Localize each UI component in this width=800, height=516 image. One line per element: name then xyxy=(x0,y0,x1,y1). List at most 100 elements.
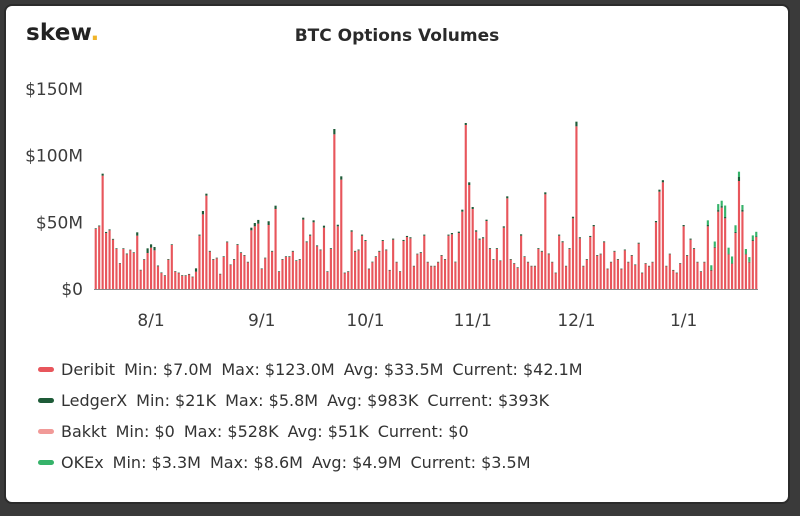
bar-deribit xyxy=(143,259,146,289)
bar-ledgerx xyxy=(347,271,350,272)
bar-deribit xyxy=(613,251,616,289)
bar-deribit xyxy=(309,235,312,289)
bar-deribit xyxy=(461,211,464,289)
bar-deribit xyxy=(184,275,187,289)
bar-deribit xyxy=(229,265,232,289)
bar-deribit xyxy=(277,271,281,289)
bar-ledgerx xyxy=(672,269,675,271)
bar-deribit xyxy=(471,209,474,289)
bar-ledgerx xyxy=(516,267,519,268)
bar-deribit xyxy=(558,235,561,289)
x-tick-label: 8/1 xyxy=(137,311,164,331)
bar-ledgerx xyxy=(647,265,651,267)
bar-deribit xyxy=(658,191,661,289)
bar-deribit xyxy=(253,226,256,289)
bar-okex xyxy=(727,247,730,254)
legend-current: Current: $42.1M xyxy=(452,360,583,379)
legend-current: Current: $3.5M xyxy=(410,453,531,472)
bar-deribit xyxy=(710,270,713,289)
bar-deribit xyxy=(115,249,118,289)
bar-deribit xyxy=(585,259,588,289)
bar-deribit xyxy=(589,237,592,289)
bar-deribit xyxy=(672,270,675,289)
bar-deribit xyxy=(98,226,101,289)
bar-deribit xyxy=(437,262,440,289)
bar-deribit xyxy=(475,231,478,289)
bar-deribit xyxy=(132,253,135,289)
bar-deribit xyxy=(751,241,754,289)
y-tick-label: $0 xyxy=(61,280,83,300)
bar-deribit xyxy=(551,262,554,289)
bar-deribit xyxy=(481,238,485,289)
bar-deribit xyxy=(665,266,668,289)
bar-ledgerx xyxy=(319,249,322,251)
bar-deribit xyxy=(160,273,163,289)
bar-ledgerx xyxy=(651,261,654,263)
bar-deribit xyxy=(340,179,343,289)
bar-ledgerx xyxy=(547,253,550,255)
bar-deribit xyxy=(398,271,402,289)
bar-ledgerx xyxy=(139,269,142,271)
bar-deribit xyxy=(201,214,205,289)
bar-ledgerx xyxy=(575,121,578,127)
bar-deribit xyxy=(637,243,640,289)
bar-ledgerx xyxy=(627,261,630,263)
bar-ledgerx xyxy=(333,129,336,135)
legend-item-bakkt[interactable]: Bakkt Min: $0 Max: $528K Avg: $51K Curre… xyxy=(38,416,592,447)
bar-deribit xyxy=(305,242,308,289)
legend-swatch-bakkt xyxy=(38,429,54,434)
legend-item-deribit[interactable]: Deribit Min: $7.0M Max: $123.0M Avg: $33… xyxy=(38,354,592,385)
legend-max: Max: $123.0M xyxy=(221,360,335,379)
bar-ledgerx xyxy=(710,269,713,271)
bar-ledgerx xyxy=(526,261,530,263)
bar-ledgerx xyxy=(665,265,668,267)
bar-ledgerx xyxy=(706,225,709,227)
bar-okex xyxy=(720,200,723,207)
bar-ledgerx xyxy=(703,261,706,263)
bar-ledgerx xyxy=(226,241,229,243)
legend-avg: Avg: $4.9M xyxy=(311,453,402,472)
bar-ledgerx xyxy=(426,261,429,263)
bar-deribit xyxy=(136,235,139,289)
bar-deribit xyxy=(298,259,301,289)
bar-deribit xyxy=(329,249,332,289)
bar-ledgerx xyxy=(398,271,402,272)
bar-deribit xyxy=(606,269,609,289)
bar-ledgerx xyxy=(181,275,184,276)
legend-swatch-deribit xyxy=(38,367,54,372)
legend-swatch-ledgerx xyxy=(38,398,54,403)
bar-ledgerx xyxy=(98,225,101,227)
bar-ledgerx xyxy=(322,225,326,228)
bar-deribit xyxy=(682,226,685,289)
bar-ledgerx xyxy=(471,207,474,209)
bar-deribit xyxy=(668,254,671,289)
bar-ledgerx xyxy=(232,259,236,260)
bar-deribit xyxy=(568,249,571,289)
bar-deribit xyxy=(129,250,132,289)
bar-ledgerx xyxy=(727,253,730,255)
x-tick-label: 1/1 xyxy=(670,311,697,331)
bar-deribit xyxy=(547,254,550,289)
bar-deribit xyxy=(699,271,703,289)
bar-deribit xyxy=(236,245,239,289)
bar-deribit xyxy=(513,263,516,289)
bar-ledgerx xyxy=(184,275,187,276)
bar-deribit xyxy=(450,234,454,289)
bar-ledgerx xyxy=(412,265,415,267)
bar-deribit xyxy=(364,241,367,289)
bar-deribit xyxy=(371,262,374,289)
bar-ledgerx xyxy=(129,249,132,251)
x-tick-label: 12/1 xyxy=(557,311,595,331)
bar-okex xyxy=(724,205,727,217)
bar-okex xyxy=(744,249,747,254)
bar-ledgerx xyxy=(748,261,751,263)
bar-ledgerx xyxy=(571,216,575,219)
bar-ledgerx xyxy=(219,273,222,275)
bar-ledgerx xyxy=(530,265,533,267)
chart-plot: $0 $50M $100M $150M 8/1 9/1 10/1 11/1 12/1 1/1 xyxy=(25,80,758,331)
bar-deribit xyxy=(264,258,267,289)
bar-deribit xyxy=(357,250,360,289)
legend-item-okex[interactable]: OKEx Min: $3.3M Max: $8.6M Avg: $4.9M Cu… xyxy=(38,447,592,478)
legend-item-ledgerx[interactable]: LedgerX Min: $21K Max: $5.8M Avg: $983K … xyxy=(38,385,592,416)
bar-deribit xyxy=(198,235,201,289)
